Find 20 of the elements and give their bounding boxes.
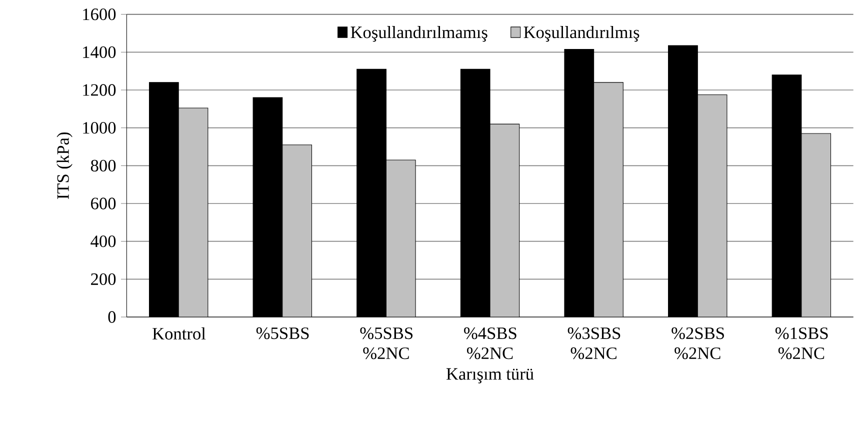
x-tick-label: Kontrol — [152, 327, 206, 340]
y-axis-title: ITS (kPa) — [56, 132, 72, 199]
x-tick-label: %1SBS %2NC — [775, 327, 828, 360]
x-tick-label: %5SBS %2NC — [360, 327, 413, 360]
x-tick-label: %4SBS %2NC — [464, 327, 516, 360]
y-tick-label: 1400 — [83, 46, 116, 58]
legend-label: Koşullandırılmamış — [350, 26, 488, 42]
y-tick-label: 200 — [91, 273, 116, 286]
y-tick-label: 1200 — [83, 84, 116, 96]
y-tick-label: 400 — [90, 235, 116, 248]
x-tick-label: %2SBS %2NC — [672, 327, 724, 360]
x-tick-label: %3SBS %2NC — [568, 327, 620, 360]
x-tick-label: %5SBS — [256, 327, 309, 340]
legend-label: Koşullandırılmış — [524, 26, 640, 42]
y-tick-label: 1000 — [83, 122, 116, 134]
y-tick-label: 0 — [108, 311, 116, 323]
y-tick-label: 1600 — [83, 8, 116, 20]
y-tick-label: 600 — [91, 198, 116, 210]
y-tick-label: 800 — [90, 160, 116, 172]
x-axis-title: Karışım türü — [446, 368, 534, 384]
